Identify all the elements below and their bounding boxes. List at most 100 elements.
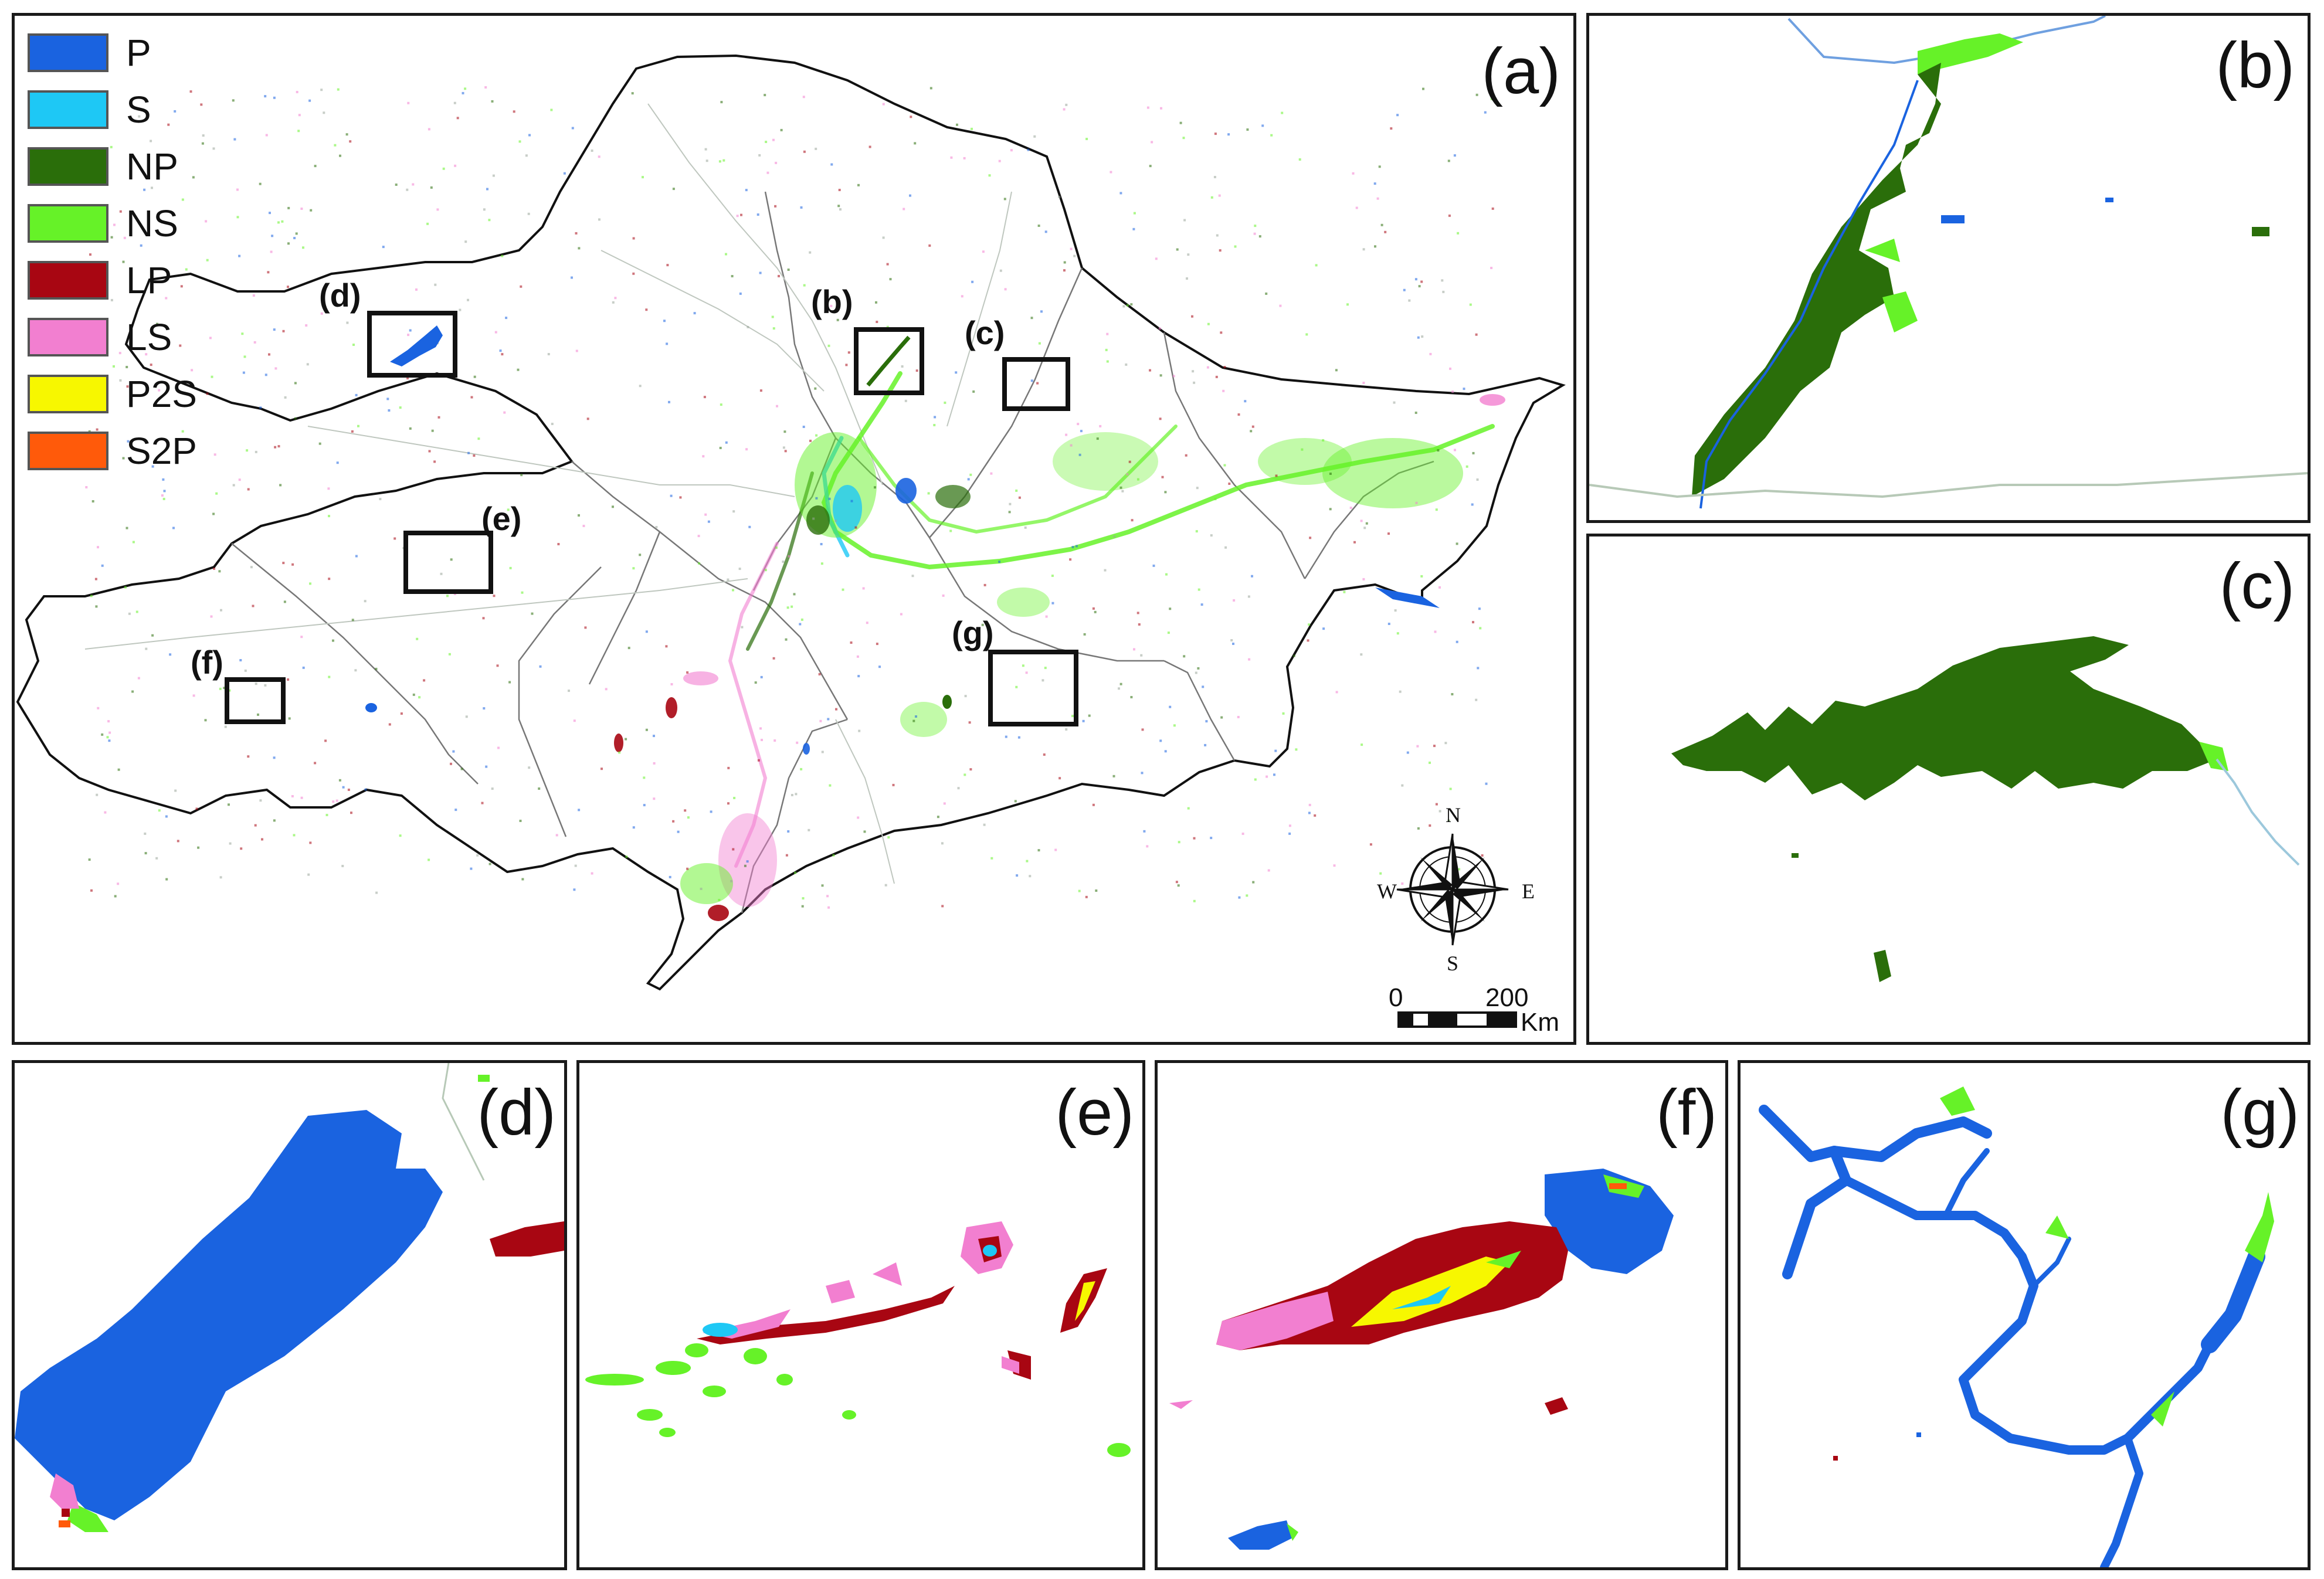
speckle	[874, 486, 876, 489]
speckle	[812, 517, 815, 520]
speckle	[1177, 884, 1180, 887]
speckle	[123, 236, 126, 239]
river-network	[84, 103, 1012, 884]
speckle	[837, 205, 840, 208]
speckle	[1478, 607, 1481, 610]
speckle	[320, 89, 323, 91]
speckle	[1449, 787, 1452, 790]
inset-map-e	[585, 1221, 1131, 1457]
speckle	[508, 681, 511, 684]
floodplain-p2s	[1351, 1257, 1509, 1327]
speckle	[287, 678, 290, 681]
speckle	[314, 165, 317, 168]
speckle	[406, 188, 409, 191]
speckle	[1451, 693, 1454, 695]
speckle	[499, 349, 502, 352]
speckle	[1015, 685, 1018, 688]
speckle	[1346, 303, 1349, 306]
speckle	[1118, 687, 1120, 690]
speckle	[108, 731, 111, 734]
speckle	[1210, 837, 1213, 840]
speckle	[119, 210, 122, 213]
speckle	[1438, 810, 1441, 813]
speckle	[473, 454, 476, 457]
speckle	[1070, 444, 1073, 447]
speckle	[165, 815, 168, 818]
speckle	[375, 667, 378, 670]
speckle	[239, 659, 242, 661]
speckle	[228, 689, 231, 692]
speckle	[990, 857, 993, 860]
speckle	[820, 543, 823, 545]
speckle	[1200, 603, 1203, 606]
speckle	[1490, 267, 1493, 269]
speckle	[886, 325, 889, 328]
speckle	[815, 147, 817, 150]
speckle	[140, 244, 143, 247]
speckle	[739, 292, 742, 295]
speckle	[1362, 578, 1365, 580]
legend-item-ls: LS	[28, 308, 197, 365]
speckle	[1274, 749, 1277, 752]
speckle	[731, 275, 734, 277]
speckle	[1374, 245, 1376, 248]
speckle	[1250, 430, 1253, 433]
speckle	[1401, 784, 1404, 787]
speckle	[943, 802, 946, 805]
speckle	[434, 283, 437, 286]
lake-p	[1545, 1169, 1674, 1274]
speckle	[1463, 388, 1465, 390]
speckle	[1479, 627, 1482, 630]
speckle	[1420, 575, 1423, 578]
river-line	[442, 1063, 485, 1181]
speckle	[406, 377, 409, 379]
speckle	[850, 500, 853, 502]
speckle	[90, 889, 93, 892]
bottom-river	[1589, 472, 2308, 498]
water-patch	[1941, 215, 1965, 223]
speckle	[820, 562, 823, 565]
speckle	[643, 804, 646, 807]
speckle	[774, 205, 777, 208]
speckle	[815, 497, 818, 500]
speckle	[670, 494, 673, 497]
speckle	[96, 793, 99, 796]
speckle	[1149, 369, 1151, 372]
speckle	[452, 750, 455, 753]
speckle	[215, 492, 218, 495]
speckle	[223, 687, 226, 690]
speckle	[448, 653, 451, 656]
inset-box-f	[225, 677, 286, 724]
speckle	[669, 875, 671, 878]
speckle	[1078, 889, 1081, 892]
speckle	[528, 134, 531, 137]
speckle	[771, 315, 774, 318]
speckle	[1475, 698, 1478, 701]
speckle	[758, 154, 761, 157]
region-boundary	[16, 54, 1566, 991]
speckle	[791, 794, 793, 796]
speckle	[963, 157, 966, 159]
speckle	[1175, 881, 1178, 884]
inset-panel-d: (d)	[12, 1060, 567, 1570]
inset-map-d	[15, 1063, 564, 1532]
speckle	[1456, 640, 1458, 643]
speckle	[738, 568, 741, 571]
speckle	[1429, 824, 1431, 827]
speckle	[1475, 333, 1478, 336]
speckle	[900, 613, 903, 616]
speckle	[302, 666, 305, 669]
floodplain-s	[1392, 1286, 1451, 1309]
speckle	[450, 762, 452, 765]
speckle	[1472, 621, 1474, 624]
legend-swatch	[28, 317, 108, 356]
speckle	[1207, 322, 1210, 325]
speckle	[1333, 864, 1336, 867]
speckle	[578, 514, 580, 517]
small-lp	[1545, 1397, 1568, 1415]
speckle	[1491, 207, 1494, 210]
speckle	[627, 647, 630, 650]
speckle	[1092, 607, 1095, 610]
speckle	[746, 860, 749, 863]
speckle	[336, 461, 339, 464]
